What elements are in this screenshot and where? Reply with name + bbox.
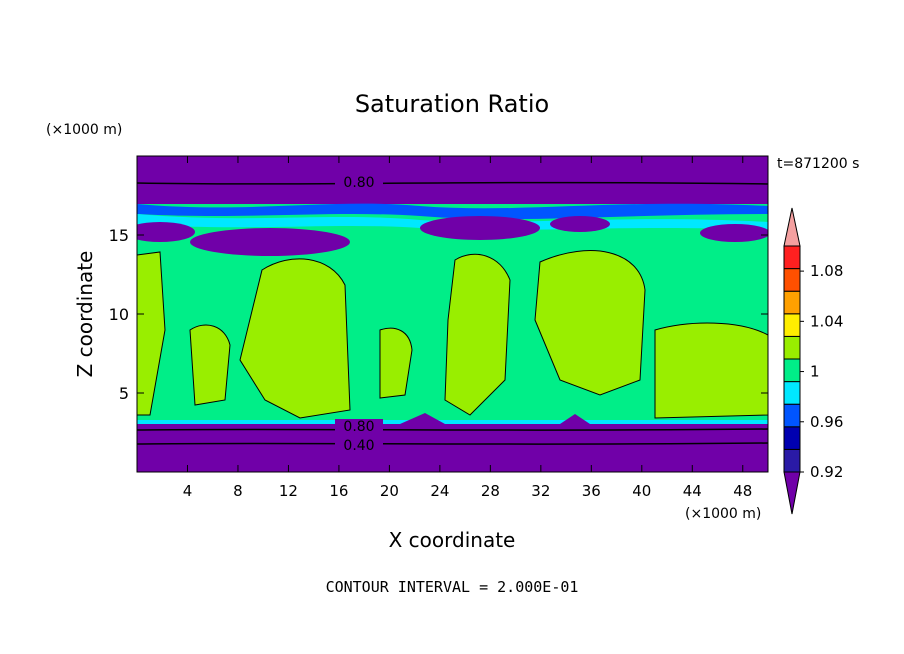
colorbar-swatch <box>783 403 801 428</box>
top-dry-layer <box>137 156 768 204</box>
y-unit-label: (×1000 m) <box>46 122 122 138</box>
contour-labels: 0.80 0.80 0.40 <box>335 174 383 454</box>
colorbar-swatch <box>783 448 801 473</box>
cloud-region <box>137 251 166 416</box>
colorbar-swatch <box>783 381 801 405</box>
colorbar-swatch <box>783 290 801 315</box>
bottom-dry-layer <box>137 413 768 472</box>
colorbar-label: 0.92 <box>810 463 843 481</box>
contour-line <box>137 442 768 445</box>
dry-lens <box>137 222 195 242</box>
contour-label: 0.40 <box>343 438 374 454</box>
plot-area <box>137 156 768 472</box>
dry-lens <box>420 216 540 240</box>
y-tick-label: 10 <box>109 305 129 324</box>
cloud-region <box>379 327 413 399</box>
upper-blue-band <box>137 203 768 220</box>
colorbar-bottom-triangle <box>783 471 801 515</box>
x-unit-label: (×1000 m) <box>685 506 761 522</box>
y-tick-label: 15 <box>109 226 129 245</box>
x-tick-label: 16 <box>329 482 348 500</box>
y-tick-label: 5 <box>119 384 129 403</box>
x-tick-label: 8 <box>233 482 243 500</box>
dry-lens <box>550 216 610 232</box>
chart-title: Saturation Ratio <box>355 90 549 118</box>
dry-lens <box>190 228 350 256</box>
cloud-region <box>654 322 768 419</box>
cloud-region <box>444 253 511 416</box>
colorbar-label: 1.08 <box>810 262 843 280</box>
x-tick-label: 4 <box>183 482 193 500</box>
x-tick-label: 24 <box>430 482 449 500</box>
x-tick-label: 20 <box>380 482 399 500</box>
time-label: t=871200 s <box>777 156 859 172</box>
x-axis-label: X coordinate <box>389 528 516 552</box>
y-axis-label: Z coordinate <box>73 251 97 378</box>
dry-lens <box>700 224 768 242</box>
x-tick-label: 44 <box>683 482 702 500</box>
x-tick-label: 40 <box>632 482 651 500</box>
contour-label: 0.80 <box>343 419 374 435</box>
colorbar-label: 1.04 <box>810 312 843 330</box>
y-axis-ticks: 5 10 15 <box>109 226 768 403</box>
x-tick-label: 48 <box>733 482 752 500</box>
colorbar-top-triangle <box>783 207 801 247</box>
contour-label: 0.80 <box>343 175 374 191</box>
x-tick-label: 36 <box>582 482 601 500</box>
lower-cyan-band <box>137 420 768 426</box>
colorbar-label: 0.96 <box>810 413 843 431</box>
contour-line <box>137 428 768 431</box>
colorbar-swatch <box>783 313 801 337</box>
x-tick-label: 28 <box>481 482 500 500</box>
x-tick-label: 12 <box>279 482 298 500</box>
contour-interval-footer: CONTOUR INTERVAL = 2.000E-01 <box>326 578 579 596</box>
contour-line <box>137 181 768 185</box>
colorbar-swatch <box>783 335 801 360</box>
x-axis-ticks: 4 8 12 16 20 24 28 32 36 40 44 48 <box>183 156 752 500</box>
colorbar-swatch <box>783 245 801 270</box>
cloud-region <box>534 250 646 396</box>
cloud-region <box>239 258 351 419</box>
colorbar-swatch <box>783 358 801 383</box>
colorbar-swatch <box>783 426 801 450</box>
colorbar: 1.08 1.04 1 0.96 0.92 <box>783 207 843 515</box>
x-tick-label: 32 <box>531 482 550 500</box>
cloud-region <box>189 324 231 406</box>
colorbar-label: 1 <box>810 363 820 381</box>
colorbar-swatch <box>783 268 801 292</box>
